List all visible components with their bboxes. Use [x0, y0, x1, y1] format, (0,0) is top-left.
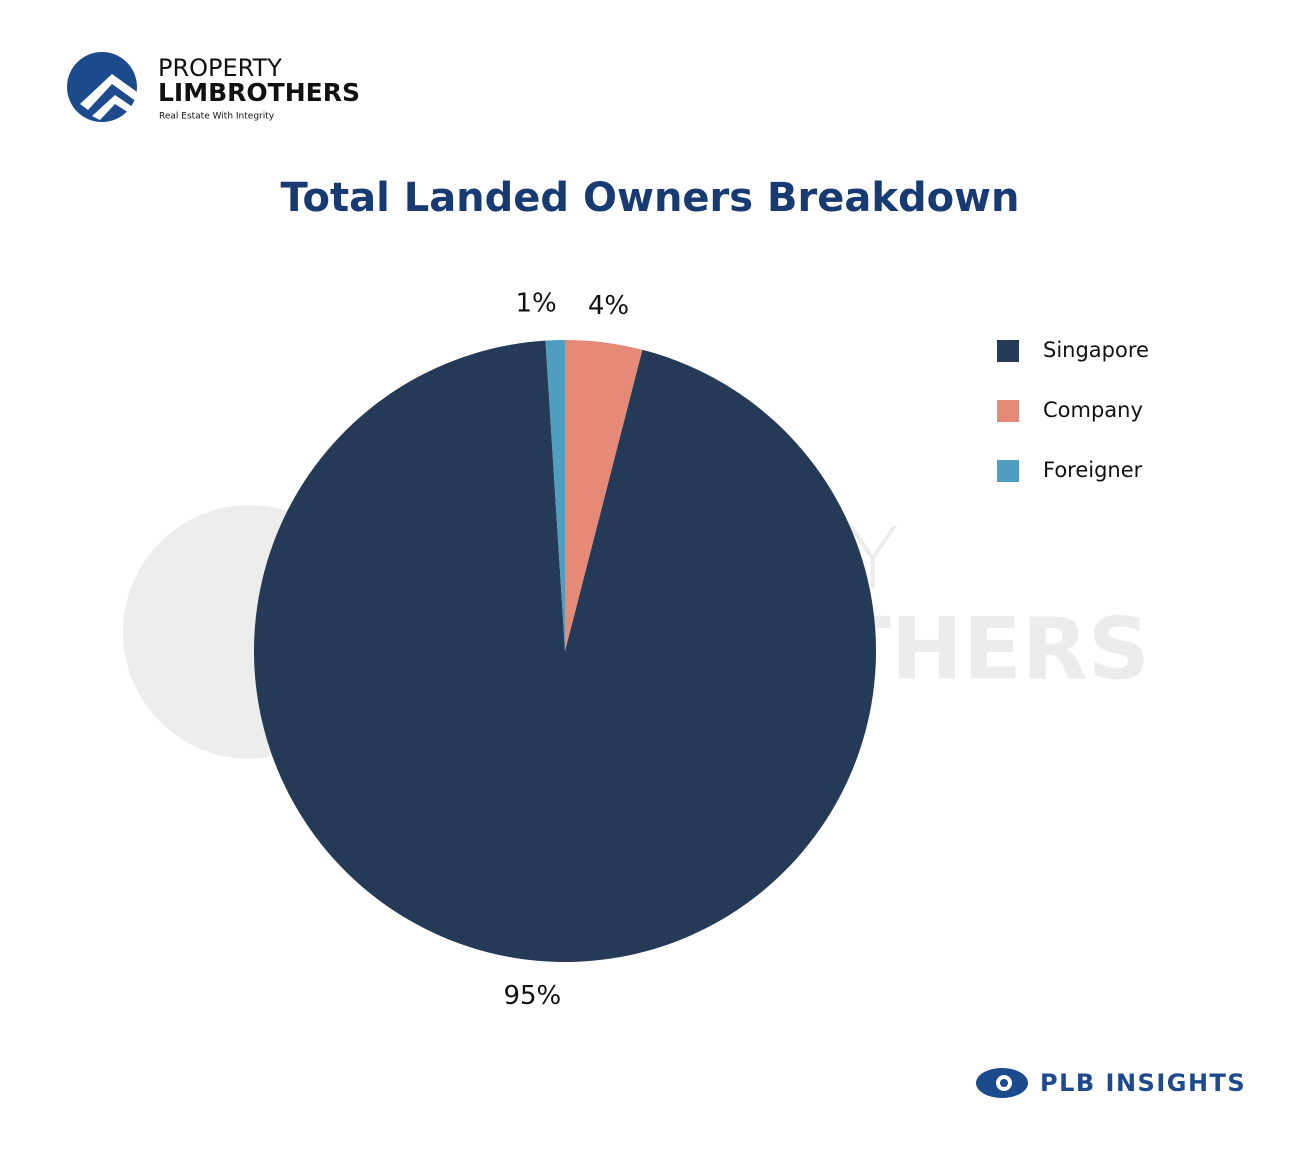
legend-swatch — [997, 460, 1019, 482]
legend-swatch — [997, 400, 1019, 422]
logo-chevrons — [80, 74, 137, 120]
pie-slice — [545, 340, 565, 651]
legend-label: Company — [1043, 398, 1143, 422]
logo-line1: PROPERTY — [158, 54, 282, 82]
logo-tagline: Real Estate With Integrity — [159, 112, 275, 122]
data-label: 95% — [503, 981, 561, 1011]
pie-slice — [565, 340, 643, 651]
legend-swatch — [997, 340, 1019, 362]
data-label: 1% — [515, 289, 556, 319]
chart-title: Total Landed Owners Breakdown — [281, 175, 1020, 221]
legend-label: Singapore — [1043, 338, 1149, 362]
logo-line2: LIMBROTHERS — [158, 78, 360, 107]
data-label: 4% — [588, 291, 629, 321]
footer-text: PLB INSIGHTS — [1040, 1069, 1246, 1097]
footer: PLB INSIGHTS — [976, 1068, 1246, 1098]
footer-eye-pupil — [1000, 1079, 1008, 1087]
legend-label: Foreigner — [1043, 458, 1143, 482]
logo: PROPERTY LIMBROTHERS Real Estate With In… — [67, 52, 360, 122]
pie-slice — [253, 340, 876, 963]
